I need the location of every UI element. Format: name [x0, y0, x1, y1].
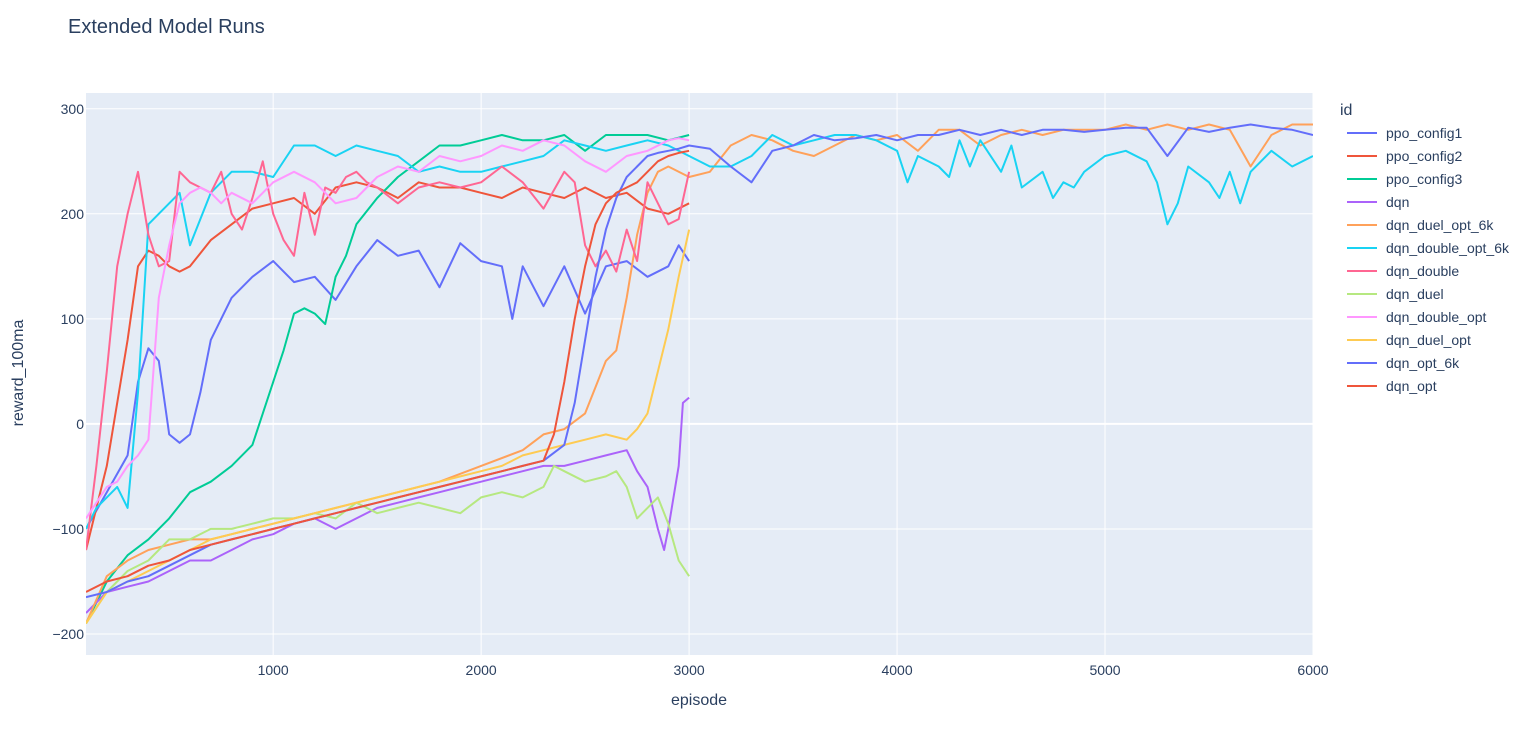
legend-item-ppo_config3[interactable]: ppo_config3 — [1347, 171, 1463, 187]
legend-label: ppo_config3 — [1386, 171, 1463, 187]
legend-label: dqn_double_opt — [1386, 309, 1487, 325]
series-line-dqn_duel — [86, 464, 690, 625]
y-tick-label: −200 — [52, 626, 84, 642]
series-line-dqn_double_opt — [86, 137, 690, 519]
x-tick-label: 2000 — [466, 662, 497, 678]
legend-item-dqn_duel_opt[interactable]: dqn_duel_opt — [1347, 332, 1471, 348]
x-axis-title: episode — [671, 692, 727, 709]
x-tick-labels: 1000 2000 3000 4000 5000 6000 — [258, 662, 1329, 678]
legend-label: dqn_double_opt_6k — [1386, 240, 1510, 256]
series-line-ppo_config3 — [86, 134, 690, 624]
legend-label: dqn_opt_6k — [1386, 355, 1460, 371]
legend-label: ppo_config1 — [1386, 125, 1463, 141]
x-tick-label: 6000 — [1297, 662, 1328, 678]
y-tick-label: −100 — [52, 521, 84, 537]
legend-label: dqn_duel_opt — [1386, 332, 1471, 348]
legend-item-dqn_opt_6k[interactable]: dqn_opt_6k — [1347, 355, 1460, 371]
y-axis-title: reward_100ma — [10, 320, 27, 427]
y-tick-label: 200 — [61, 206, 85, 222]
y-tick-label: 100 — [61, 311, 85, 327]
y-tick-label: 300 — [61, 101, 85, 117]
series-line-dqn_double — [86, 160, 691, 551]
legend-item-dqn_duel_opt_6k[interactable]: dqn_duel_opt_6k — [1347, 217, 1494, 233]
legend-item-dqn_double_opt[interactable]: dqn_double_opt — [1347, 309, 1487, 325]
x-tick-label: 5000 — [1089, 662, 1120, 678]
x-tick-label: 4000 — [881, 662, 912, 678]
legend-item-dqn_opt[interactable]: dqn_opt — [1347, 378, 1437, 394]
legend-label: dqn_duel — [1386, 286, 1444, 302]
legend-label: dqn_duel_opt_6k — [1386, 217, 1494, 233]
series-lines — [86, 123, 1313, 625]
series-line-dqn_opt — [86, 149, 690, 593]
legend-item-ppo_config2[interactable]: ppo_config2 — [1347, 148, 1463, 164]
legend-item-dqn[interactable]: dqn — [1347, 194, 1409, 210]
series-line-ppo_config1 — [86, 239, 690, 530]
x-tick-label: 3000 — [674, 662, 705, 678]
legend-title: id — [1340, 102, 1352, 119]
plot-area — [86, 93, 1313, 655]
legend-label: dqn_double — [1386, 263, 1459, 279]
gridlines — [86, 93, 1314, 655]
y-tick-labels: −200 −100 0 100 200 300 — [52, 101, 84, 642]
series-line-dqn_double_opt_6k — [86, 134, 1313, 530]
legend-item-dqn_double_opt_6k[interactable]: dqn_double_opt_6k — [1347, 240, 1510, 256]
y-tick-label: 0 — [76, 416, 84, 432]
chart-title: Extended Model Runs — [68, 16, 265, 38]
legend-label: dqn — [1386, 194, 1409, 210]
legend-label: dqn_opt — [1386, 378, 1437, 394]
legend-item-dqn_duel[interactable]: dqn_duel — [1347, 286, 1444, 302]
legend-item-ppo_config1[interactable]: ppo_config1 — [1347, 125, 1463, 141]
legend-item-dqn_double[interactable]: dqn_double — [1347, 263, 1459, 279]
legend-label: ppo_config2 — [1386, 148, 1463, 164]
series-line-dqn_duel_opt — [86, 229, 691, 625]
series-line-dqn — [86, 396, 690, 614]
series-line-ppo_config2 — [86, 181, 690, 551]
x-tick-label: 1000 — [258, 662, 289, 678]
